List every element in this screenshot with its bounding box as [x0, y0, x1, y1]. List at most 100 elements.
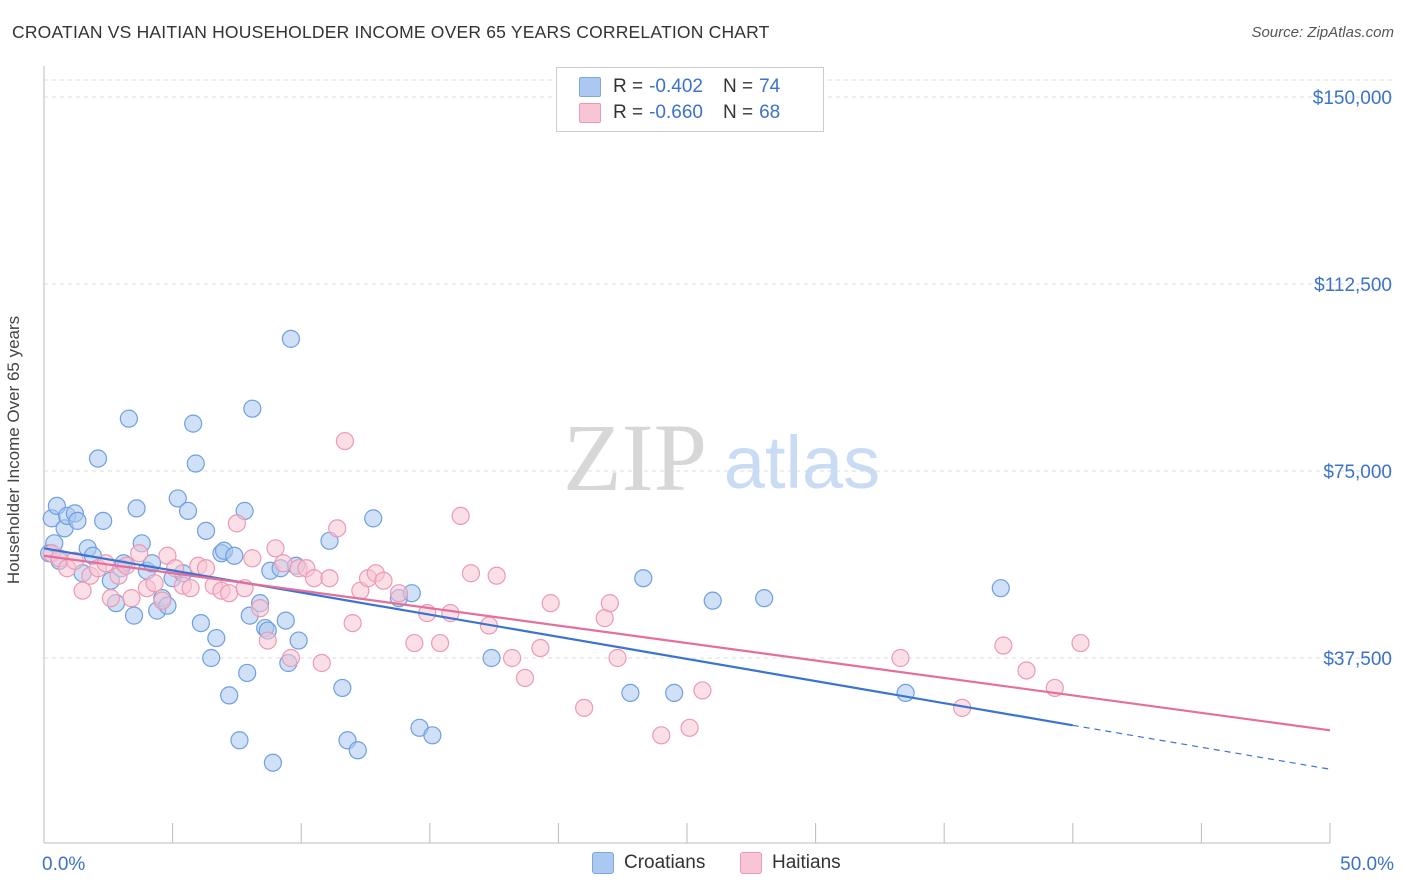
y-tick-label: $112,500 — [1314, 275, 1392, 296]
data-point — [891, 648, 910, 668]
y-tick-labels: $37,500 $75,000 $112,500 $150,000 — [1313, 88, 1392, 670]
correlation-legend: R = -0.402 N = 74 R = -0.660 N = 68 — [556, 67, 824, 132]
data-point — [423, 726, 442, 745]
grid-lines — [44, 79, 1392, 659]
legend-item-haitians: Haitians — [740, 852, 841, 874]
data-point — [274, 554, 293, 573]
data-point — [389, 584, 409, 603]
trend-line-haitians — [43, 554, 1331, 732]
data-point — [304, 569, 324, 588]
data-point — [202, 648, 221, 668]
data-point — [153, 591, 172, 610]
data-point — [600, 594, 619, 613]
x-tick-label-max: 50.0% — [1340, 854, 1394, 875]
data-point — [652, 726, 671, 745]
data-point — [124, 606, 144, 625]
data-point — [263, 753, 283, 772]
data-point — [258, 631, 277, 650]
data-point — [1017, 661, 1036, 680]
data-point — [482, 648, 501, 668]
data-point — [320, 569, 339, 588]
data-point — [364, 509, 383, 528]
legend-n-value: 68 — [759, 102, 781, 123]
data-point — [994, 636, 1013, 655]
data-point — [220, 584, 239, 603]
data-point — [178, 501, 198, 520]
data-point — [335, 431, 355, 451]
watermark-zip: ZIP — [563, 404, 707, 511]
data-point — [405, 633, 424, 653]
watermark-atlas: atlas — [724, 421, 880, 504]
y-tick-label: $75,000 — [1323, 462, 1392, 483]
data-point — [289, 631, 308, 650]
legend-n-label: N = — [722, 102, 754, 123]
series-legend: Croatians Haitians — [0, 852, 1406, 878]
data-point — [991, 579, 1010, 598]
data-point — [634, 569, 653, 588]
data-point — [227, 514, 246, 533]
y-tick-label: $150,000 — [1313, 88, 1392, 109]
data-point — [665, 683, 684, 703]
data-point — [693, 681, 712, 700]
data-point — [281, 329, 301, 348]
series-haitians — [42, 431, 1090, 745]
data-point — [184, 414, 203, 433]
data-point — [238, 663, 257, 683]
data-point — [243, 549, 262, 568]
data-point — [281, 648, 301, 668]
legend-r-label: R = — [613, 102, 644, 123]
x-tick-label-min: 0.0% — [42, 854, 85, 875]
data-point — [703, 591, 722, 610]
data-point — [503, 648, 522, 668]
data-point — [94, 511, 113, 530]
data-point — [430, 633, 450, 653]
data-point — [186, 454, 205, 473]
legend-row-haitians: R = -0.660 N = 68 — [579, 101, 780, 125]
legend-swatch-haitians — [740, 852, 762, 874]
data-point — [531, 638, 550, 658]
data-point — [68, 511, 87, 530]
chart-title: CROATIAN VS HAITIAN HOUSEHOLDER INCOME O… — [12, 22, 770, 42]
data-point — [196, 521, 216, 540]
legend-label-haitians: Haitians — [772, 852, 841, 873]
trend-line-croatians — [43, 547, 1073, 727]
data-point — [348, 741, 367, 760]
data-point — [680, 718, 699, 737]
data-point — [461, 564, 481, 583]
data-point — [575, 698, 594, 717]
legend-r-value: -0.660 — [649, 102, 703, 123]
legend-swatch-haitians — [579, 103, 601, 123]
data-point — [191, 613, 210, 633]
data-point — [122, 589, 141, 608]
data-point — [145, 574, 164, 593]
data-point — [119, 409, 138, 428]
watermark: ZIP atlas — [563, 404, 880, 511]
data-point — [127, 499, 146, 518]
data-point — [896, 683, 915, 703]
data-point — [333, 678, 352, 698]
legend-n-value: 74 — [759, 76, 781, 97]
data-point — [230, 731, 249, 750]
trend-lines — [43, 547, 1331, 770]
legend-swatch-croatians — [579, 77, 601, 97]
data-point — [181, 579, 200, 598]
data-point — [207, 628, 226, 648]
data-point — [88, 449, 108, 468]
series-croatians — [40, 329, 1010, 772]
data-point — [328, 519, 347, 538]
data-point — [276, 611, 295, 630]
data-point — [220, 686, 239, 705]
y-tick-label: $37,500 — [1323, 649, 1392, 670]
data-point — [225, 546, 244, 565]
data-point — [130, 544, 149, 563]
data-point — [755, 589, 774, 608]
legend-n-label: N = — [722, 76, 754, 97]
axes — [43, 66, 1331, 844]
legend-label-croatians: Croatians — [624, 852, 706, 873]
data-point — [312, 653, 331, 673]
data-point — [73, 581, 92, 600]
data-point — [451, 506, 470, 525]
data-point — [621, 683, 640, 703]
data-point — [515, 668, 535, 688]
source-label: Source: ZipAtlas.com — [1251, 24, 1394, 41]
